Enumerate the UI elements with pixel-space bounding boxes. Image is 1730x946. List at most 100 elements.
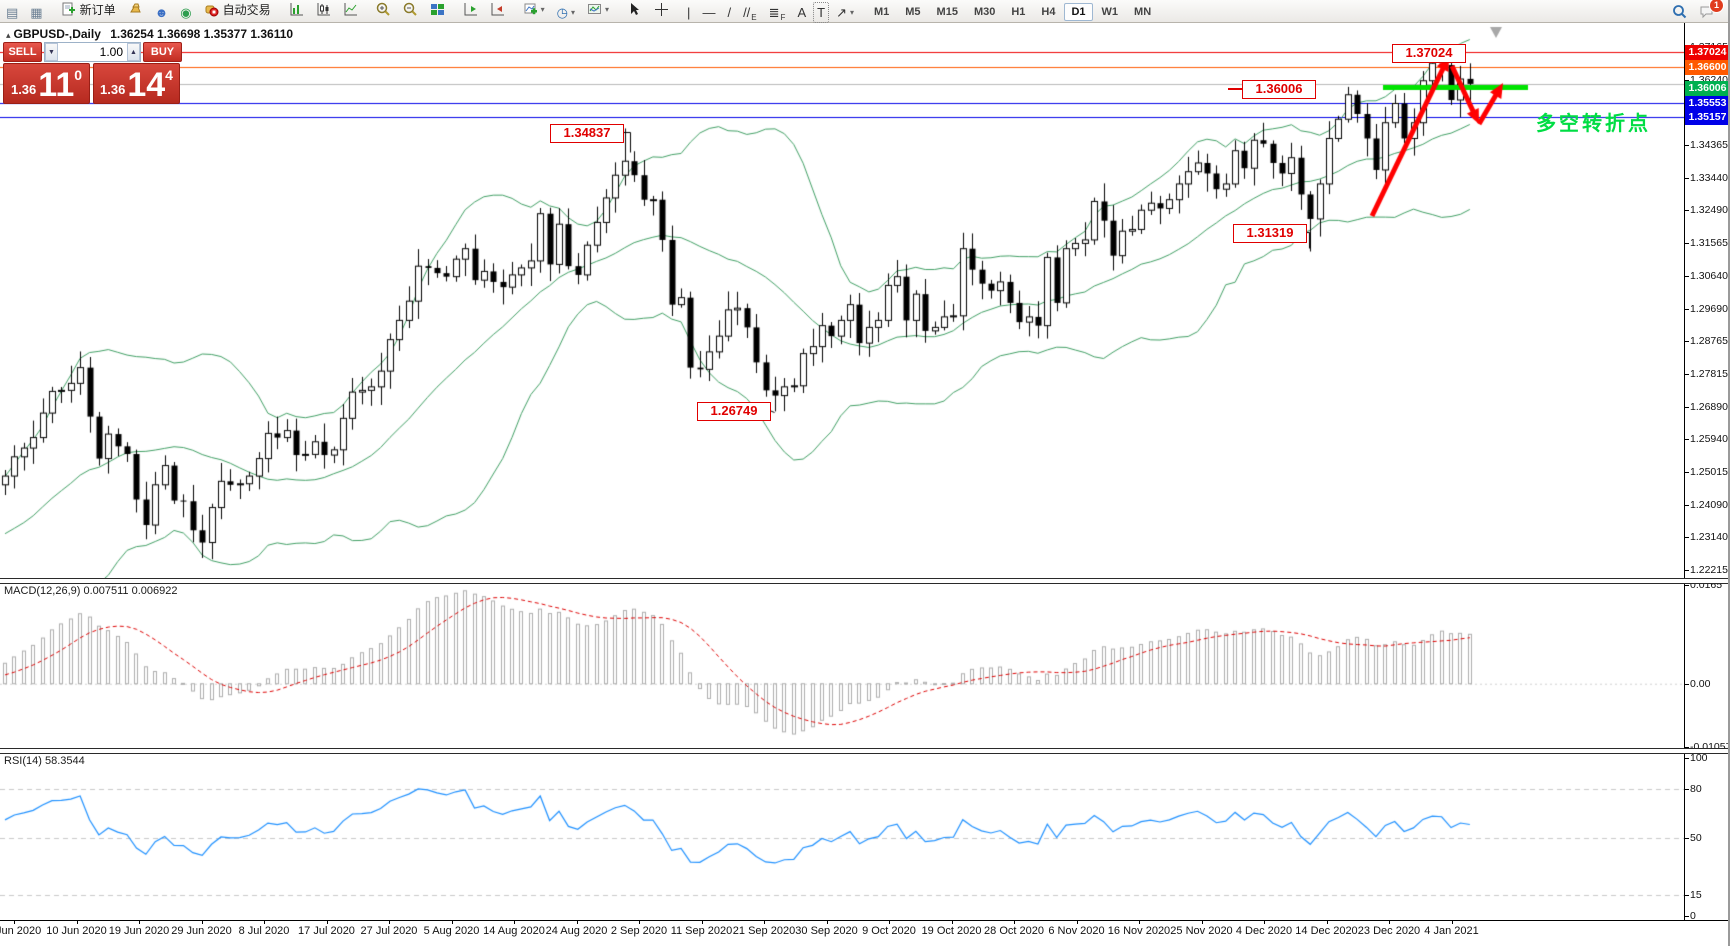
cursor-icon[interactable]	[622, 0, 647, 20]
date-label: 29 Jun 2020	[171, 925, 232, 937]
zoom-in-icon[interactable]	[371, 0, 396, 20]
zoom-out-icon[interactable]	[398, 0, 423, 20]
date-tick	[326, 920, 328, 924]
trendline-icon[interactable]: /	[727, 5, 732, 20]
price-tick-label: 1.23140	[1690, 531, 1728, 544]
date-tick	[639, 920, 640, 924]
macd-tick	[1684, 747, 1689, 748]
price-tick	[1684, 308, 1689, 310]
date-tick	[139, 920, 140, 924]
buy-button[interactable]: BUY	[143, 42, 182, 62]
macd-tick-label: 0.00	[1690, 677, 1711, 690]
community-icon[interactable]: ☻	[154, 5, 169, 20]
time-axis-line	[0, 920, 1728, 921]
autotrade-button[interactable]: 自动交易	[199, 0, 276, 20]
equidistant-channel-icon[interactable]: //E	[743, 5, 757, 22]
candlestick-chart-icon[interactable]	[311, 0, 336, 20]
timeframe-m1-button[interactable]: M1	[873, 6, 890, 18]
volume-increase-button[interactable]: ▲	[127, 43, 140, 61]
fibonacci-icon[interactable]: ≣ F	[768, 5, 786, 22]
macd-label: MACD(12,26,9) 0.007511 0.006922	[4, 585, 178, 597]
add-indicator-icon[interactable]: ▾	[518, 0, 550, 20]
volume-input[interactable]: 1.00	[99, 45, 123, 59]
timeframe-h1-button[interactable]: H1	[1011, 6, 1026, 18]
ask-price-point: 4	[165, 67, 173, 83]
date-label: 6 Nov 2020	[1048, 925, 1105, 937]
line-chart-icon[interactable]	[338, 0, 363, 20]
macd-tick	[1684, 585, 1689, 586]
volume-decrease-button[interactable]: ▼	[45, 43, 58, 61]
signal-icon[interactable]: ◉	[180, 5, 192, 20]
rsi-tick-label: 100	[1690, 752, 1708, 764]
tile-windows-icon[interactable]	[425, 0, 450, 20]
date-tick	[764, 920, 765, 924]
date-label: 23 Dec 2020	[1357, 925, 1421, 937]
price-annotation-label[interactable]: 1.26749	[697, 402, 771, 421]
price-annotation-label[interactable]: 1.34837	[550, 124, 624, 143]
chart-ohlc-values: 1.36254 1.36698 1.35377 1.36110	[110, 27, 294, 41]
templates-icon[interactable]: ▾	[582, 0, 614, 20]
timeframe-d1-button[interactable]: D1	[1064, 3, 1093, 21]
price-tag: 1.35553	[1685, 96, 1728, 112]
price-tick	[1684, 537, 1689, 539]
timeframe-m15-button[interactable]: M15	[936, 6, 958, 18]
periods-icon[interactable]: ◷ ▾	[556, 5, 576, 20]
date-label: 14 Dec 2020	[1295, 925, 1358, 937]
price-tick-label: 1.30640	[1690, 269, 1728, 282]
autoscroll-icon[interactable]	[485, 0, 510, 20]
timeframe-m30-button[interactable]: M30	[973, 6, 996, 18]
date-label: 19 Jun 2020	[108, 925, 170, 937]
timeframe-mn-button[interactable]: MN	[1134, 6, 1152, 18]
bid-quote[interactable]: 1.36 11 0	[3, 63, 90, 104]
bar-chart-icon[interactable]	[284, 0, 309, 20]
price-tick-label: 1.34365	[1690, 139, 1728, 152]
price-tick	[1684, 145, 1689, 147]
ask-quote[interactable]: 1.36 14 4	[93, 63, 180, 104]
timeframe-m5-button[interactable]: M5	[905, 6, 921, 18]
bid-price-point: 0	[74, 67, 83, 83]
date-label: 2 Sep 2020	[610, 925, 668, 937]
main-chart[interactable]	[0, 24, 1684, 578]
pane-separator-macd[interactable]	[0, 578, 1728, 584]
date-tick	[1201, 920, 1203, 924]
price-tick-label: 1.26890	[1690, 400, 1728, 413]
vertical-line-icon[interactable]: |	[687, 5, 691, 20]
one-click-trading-panel: SELL ▼ 1.00 ▲ BUY 1.36 11 0 1.36 14 4	[3, 42, 182, 104]
date-tick	[889, 920, 890, 924]
chart-window-icon[interactable]: ▤	[6, 5, 19, 20]
rsi-pane[interactable]	[0, 752, 1684, 920]
notifications-button[interactable]: 1	[1694, 0, 1724, 22]
date-label: 17 Jul 2020	[298, 925, 355, 937]
macd-tick	[1684, 683, 1689, 685]
horizontal-line-icon[interactable]: —	[702, 5, 716, 20]
chart-symbol-period: GBPUSD-,Daily	[13, 27, 101, 41]
arrows-icon[interactable]: ↗ ▾	[836, 5, 854, 20]
timeframe-h4-button[interactable]: H4	[1041, 6, 1056, 18]
date-label: 11 Sep 2020	[670, 925, 733, 937]
price-annotation-label[interactable]: 1.31319	[1233, 224, 1307, 243]
price-tick	[1684, 79, 1689, 81]
date-label: 10 Jun 2020	[46, 925, 107, 937]
date-tick	[389, 920, 390, 924]
date-tick	[1389, 920, 1390, 924]
price-annotation-label[interactable]: 1.37024	[1392, 44, 1466, 63]
date-label: 28 Oct 2020	[984, 925, 1044, 937]
crosshair-icon[interactable]	[649, 0, 674, 20]
pane-separator-rsi[interactable]	[0, 748, 1728, 754]
text-label-icon[interactable]: T	[813, 2, 830, 23]
sell-button[interactable]: SELL	[3, 42, 42, 62]
price-tag: 1.37024	[1685, 44, 1728, 60]
new-order-button[interactable]: 新订单	[56, 0, 121, 20]
search-button[interactable]	[1667, 1, 1692, 22]
profiles-icon[interactable]: ▦	[30, 5, 43, 20]
price-annotation-label[interactable]: 1.36006	[1242, 80, 1316, 99]
timeframe-w1-button[interactable]: W1	[1101, 6, 1119, 18]
date-tick	[1014, 920, 1015, 924]
macd-pane[interactable]	[0, 582, 1684, 748]
price-tick-label: 1.32490	[1690, 204, 1728, 217]
market-watch-icon[interactable]	[123, 0, 148, 20]
shift-end-icon[interactable]	[458, 0, 483, 20]
date-label: 14 Aug 2020	[483, 925, 545, 937]
text-icon[interactable]: A	[797, 5, 807, 20]
